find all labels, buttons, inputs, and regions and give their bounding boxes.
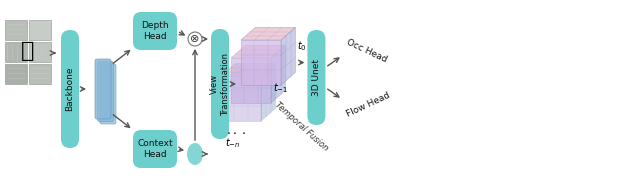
- Text: Occ Head: Occ Head: [346, 37, 388, 64]
- Polygon shape: [281, 27, 296, 85]
- Bar: [29, 42, 51, 62]
- Text: $t_0$: $t_0$: [298, 39, 307, 53]
- Polygon shape: [231, 58, 271, 103]
- Bar: [5, 42, 27, 62]
- Text: 🚘: 🚘: [21, 41, 35, 61]
- Text: Depth
Head: Depth Head: [141, 21, 169, 41]
- FancyBboxPatch shape: [211, 29, 229, 139]
- Polygon shape: [241, 27, 296, 40]
- FancyBboxPatch shape: [61, 30, 79, 148]
- FancyBboxPatch shape: [133, 12, 177, 50]
- Text: Context
Head: Context Head: [137, 139, 173, 159]
- FancyBboxPatch shape: [307, 30, 325, 125]
- Text: ⊗: ⊗: [190, 34, 200, 44]
- Text: Backbone: Backbone: [65, 67, 74, 111]
- Polygon shape: [231, 45, 285, 58]
- Text: $\cdot\cdot\cdot$: $\cdot\cdot\cdot$: [226, 127, 246, 140]
- FancyBboxPatch shape: [97, 62, 113, 122]
- Bar: [5, 64, 27, 84]
- Text: $t_{-1}$: $t_{-1}$: [273, 82, 288, 95]
- Polygon shape: [241, 40, 281, 85]
- Text: $t_{-n}$: $t_{-n}$: [225, 136, 241, 150]
- Bar: [29, 64, 51, 84]
- Text: Flow Head: Flow Head: [346, 90, 392, 119]
- Text: View
Transformation: View Transformation: [211, 53, 230, 116]
- Text: Temporal Fusion: Temporal Fusion: [273, 101, 330, 153]
- Polygon shape: [261, 63, 275, 121]
- Text: 3D Unet: 3D Unet: [312, 59, 321, 96]
- Bar: [5, 20, 27, 40]
- Circle shape: [188, 32, 202, 46]
- Polygon shape: [221, 63, 275, 76]
- Polygon shape: [271, 45, 285, 103]
- Polygon shape: [221, 76, 261, 121]
- FancyBboxPatch shape: [133, 130, 177, 168]
- FancyBboxPatch shape: [95, 59, 111, 119]
- Bar: [29, 20, 51, 40]
- FancyBboxPatch shape: [100, 64, 116, 124]
- Ellipse shape: [187, 143, 203, 165]
